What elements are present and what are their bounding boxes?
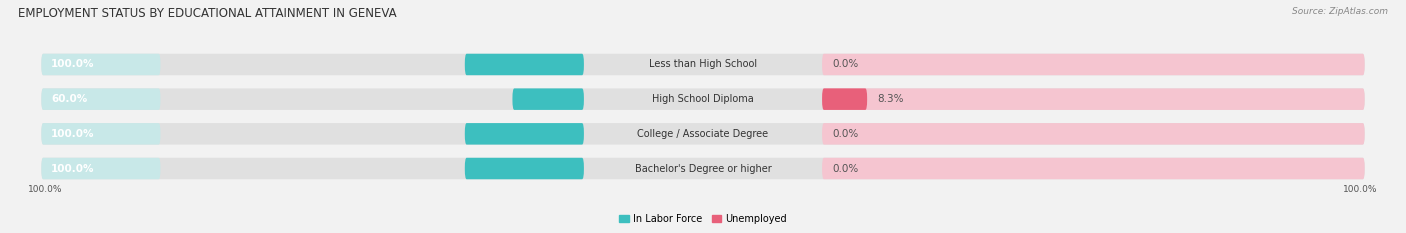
FancyBboxPatch shape <box>465 123 583 145</box>
Legend: In Labor Force, Unemployed: In Labor Force, Unemployed <box>616 210 790 228</box>
Text: 100.0%: 100.0% <box>28 185 63 194</box>
Text: Bachelor's Degree or higher: Bachelor's Degree or higher <box>634 164 772 174</box>
Text: 60.0%: 60.0% <box>51 94 87 104</box>
FancyBboxPatch shape <box>41 158 1365 179</box>
Text: 0.0%: 0.0% <box>832 129 858 139</box>
FancyBboxPatch shape <box>465 54 583 75</box>
FancyBboxPatch shape <box>823 123 1365 145</box>
Text: 0.0%: 0.0% <box>832 164 858 174</box>
Text: EMPLOYMENT STATUS BY EDUCATIONAL ATTAINMENT IN GENEVA: EMPLOYMENT STATUS BY EDUCATIONAL ATTAINM… <box>18 7 396 20</box>
Text: 100.0%: 100.0% <box>1343 185 1378 194</box>
FancyBboxPatch shape <box>823 54 1365 75</box>
FancyBboxPatch shape <box>41 123 160 145</box>
FancyBboxPatch shape <box>41 88 160 110</box>
FancyBboxPatch shape <box>41 158 160 179</box>
Text: 100.0%: 100.0% <box>51 164 94 174</box>
FancyBboxPatch shape <box>512 88 583 110</box>
FancyBboxPatch shape <box>41 54 160 75</box>
Text: 0.0%: 0.0% <box>832 59 858 69</box>
Text: Source: ZipAtlas.com: Source: ZipAtlas.com <box>1292 7 1388 16</box>
FancyBboxPatch shape <box>823 88 868 110</box>
FancyBboxPatch shape <box>41 123 1365 145</box>
FancyBboxPatch shape <box>41 54 1365 75</box>
Text: 8.3%: 8.3% <box>877 94 904 104</box>
FancyBboxPatch shape <box>465 158 583 179</box>
Text: Less than High School: Less than High School <box>650 59 756 69</box>
Text: College / Associate Degree: College / Associate Degree <box>637 129 769 139</box>
Text: 100.0%: 100.0% <box>51 129 94 139</box>
FancyBboxPatch shape <box>41 88 1365 110</box>
Text: High School Diploma: High School Diploma <box>652 94 754 104</box>
FancyBboxPatch shape <box>823 158 1365 179</box>
FancyBboxPatch shape <box>823 88 1365 110</box>
Text: 100.0%: 100.0% <box>51 59 94 69</box>
